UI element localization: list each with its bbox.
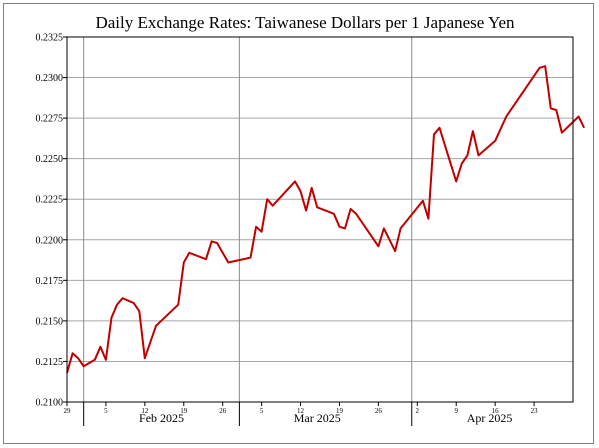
x-month-label: Mar 2025	[294, 411, 341, 425]
x-tick-label: 5	[260, 407, 264, 415]
y-tick-label: 0.2175	[36, 276, 64, 287]
x-tick-label: 9	[454, 407, 458, 415]
x-tick-label: 26	[375, 407, 383, 415]
x-tick-label: 26	[219, 407, 227, 415]
y-tick-label: 0.2125	[36, 357, 64, 368]
y-tick-label: 0.2200	[36, 235, 64, 246]
y-tick-label: 0.2275	[36, 114, 64, 125]
x-tick-label: 19	[336, 407, 344, 415]
y-tick-label: 0.2150	[36, 316, 64, 327]
y-tick-label: 0.2325	[36, 33, 64, 44]
x-tick-label: 19	[180, 407, 188, 415]
y-tick-label: 0.2100	[36, 398, 64, 409]
x-tick-label: 12	[297, 407, 305, 415]
y-tick-label: 0.2225	[36, 195, 64, 206]
chart-frame	[3, 3, 594, 444]
y-tick-label: 0.2250	[36, 154, 64, 165]
series-line	[66, 65, 585, 374]
x-tick-label: 23	[531, 407, 539, 415]
x-tick-label: 5	[104, 407, 108, 415]
x-tick-label: 29	[64, 407, 72, 415]
axes: 0.2100 0.2125 0.2150 0.2175 0.2200 0.2225 0.22…	[36, 33, 574, 426]
chart-title: Daily Exchange Rates: Taiwanese Dollars …	[95, 13, 515, 32]
plot-border	[66, 36, 574, 403]
x-tick-label: 16	[492, 407, 500, 415]
x-month-label: Apr 2025	[467, 411, 513, 425]
x-tick-label: 12	[141, 407, 149, 415]
x-tick-label: 2	[416, 407, 420, 415]
y-tick-label: 0.2300	[36, 73, 64, 84]
plot-area	[66, 65, 585, 374]
x-month-label: Feb 2025	[139, 411, 184, 425]
